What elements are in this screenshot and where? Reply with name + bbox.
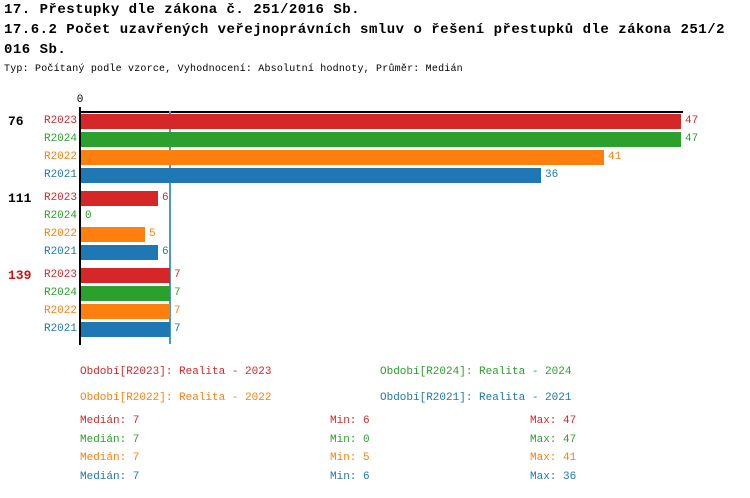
stat-max: Max: 36 xyxy=(530,470,577,483)
bar xyxy=(81,268,170,283)
page-title-line-1: 17. Přestupky dle zákona č. 251/2016 Sb. xyxy=(4,2,361,18)
stat-median: Medián: 7 xyxy=(80,433,140,446)
bar-value: 6 xyxy=(162,192,169,204)
bar-row-label: R2024 xyxy=(43,287,77,299)
bar-value: 7 xyxy=(174,287,181,299)
bar-row-label: R2021 xyxy=(43,246,77,258)
bar-row-label: R2023 xyxy=(43,269,77,281)
bar xyxy=(81,322,170,337)
legend-item: Období[R2021]: Realita - 2021 xyxy=(380,392,572,404)
bar xyxy=(81,227,145,242)
legend-item: Období[R2023]: Realita - 2023 xyxy=(80,366,272,378)
bar-row-label: R2022 xyxy=(43,151,77,163)
stat-min: Min: 0 xyxy=(330,433,370,446)
stat-median: Medián: 7 xyxy=(80,452,140,464)
bar-row-label: R2022 xyxy=(43,228,77,240)
stat-max: Max: 47 xyxy=(530,433,577,446)
stat-min: Min: 6 xyxy=(330,415,370,427)
bar xyxy=(81,245,158,260)
bar-value: 47 xyxy=(685,115,699,127)
median-line xyxy=(169,111,171,344)
bar-value: 7 xyxy=(174,305,181,317)
bar-row-label: R2021 xyxy=(43,323,77,335)
stat-max: Max: 41 xyxy=(530,452,577,464)
bar xyxy=(81,168,541,183)
bar xyxy=(81,150,604,165)
bar-value: 47 xyxy=(685,133,699,145)
bar-value: 0 xyxy=(85,210,92,222)
page-title-line-3: 016 Sb. xyxy=(4,42,67,58)
bar-value: 6 xyxy=(162,246,169,258)
group-label: 139 xyxy=(8,268,32,283)
stat-max: Max: 47 xyxy=(530,415,577,427)
bar xyxy=(81,191,158,206)
page-title-line-2: 17.6.2 Počet uzavřených veřejnoprávních … xyxy=(4,22,726,38)
bar-row-label: R2024 xyxy=(43,133,77,145)
stat-median: Medián: 7 xyxy=(80,415,140,427)
bar-row-label: R2024 xyxy=(43,210,77,222)
bar-value: 36 xyxy=(545,169,559,181)
group-label: 111 xyxy=(8,191,32,206)
bar-value: 7 xyxy=(174,269,181,281)
bar-row-label: R2023 xyxy=(43,192,77,204)
legend-item: Období[R2024]: Realita - 2024 xyxy=(380,366,572,378)
bar-row-label: R2023 xyxy=(43,115,77,127)
legend-item: Období[R2022]: Realita - 2022 xyxy=(80,392,272,404)
bar xyxy=(81,114,681,129)
y-axis-line xyxy=(79,107,81,345)
bar-value: 5 xyxy=(149,228,156,240)
stat-min: Min: 5 xyxy=(330,452,370,464)
bar xyxy=(81,286,170,301)
bar-row-label: R2022 xyxy=(43,305,77,317)
bar-value: 41 xyxy=(608,151,622,163)
group-label: 76 xyxy=(8,114,24,129)
stat-min: Min: 6 xyxy=(330,470,370,483)
bar xyxy=(81,304,170,319)
bar xyxy=(81,132,681,147)
bar-row-label: R2021 xyxy=(43,169,77,181)
chart-subtitle: Typ: Počítaný podle vzorce, Vyhodnocení:… xyxy=(4,64,463,75)
bar-value: 7 xyxy=(174,323,181,335)
x-axis-line xyxy=(79,111,683,113)
zero-tick-label: 0 xyxy=(76,94,84,106)
stat-median: Medián: 7 xyxy=(80,470,140,483)
